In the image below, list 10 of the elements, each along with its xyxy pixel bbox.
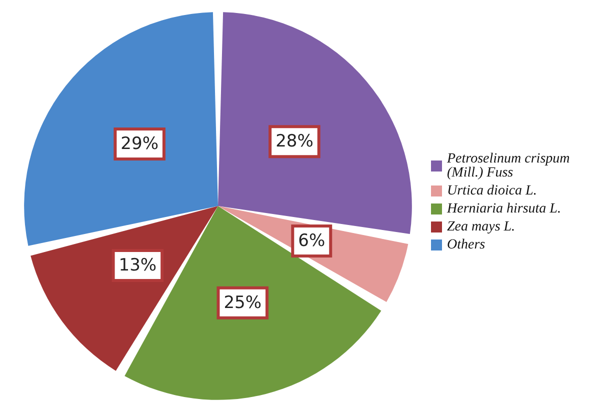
data-label: 29% bbox=[120, 134, 158, 154]
data-label: 6% bbox=[298, 231, 326, 251]
legend-label: Urtica dioica L. bbox=[447, 184, 537, 198]
data-label: 13% bbox=[118, 256, 157, 276]
legend-label: Zea mays L. bbox=[447, 220, 516, 234]
legend-label: Others bbox=[447, 238, 486, 252]
legend-label: Herniaria hirsuta L. bbox=[446, 202, 561, 216]
data-label: 28% bbox=[276, 132, 314, 152]
legend-label: Petroselinum crispum (Mill.) Fuss bbox=[446, 152, 574, 180]
data-label: 25% bbox=[224, 292, 262, 313]
